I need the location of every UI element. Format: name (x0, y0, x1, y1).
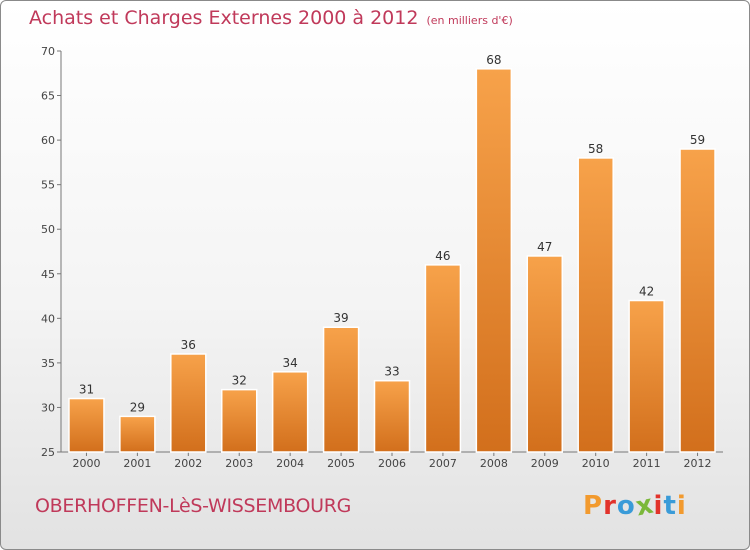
chart-unit: (en milliers d'€) (426, 14, 513, 27)
x-tick-label: 2008 (480, 457, 508, 470)
y-tick-label: 60 (41, 134, 55, 147)
x-tick-label: 2000 (72, 457, 100, 470)
data-label-2003: 32 (232, 374, 247, 388)
logo-letter: P (583, 491, 604, 521)
y-tick-label: 55 (41, 179, 55, 192)
y-tick-label: 30 (41, 401, 55, 414)
data-label-2009: 47 (537, 240, 552, 254)
y-tick-label: 25 (41, 446, 55, 459)
bar-2008 (475, 68, 513, 453)
logo-letter: t (663, 491, 677, 521)
data-label-2008: 68 (486, 53, 501, 67)
proxiti-logo: Proxiti (583, 489, 687, 522)
chart-title-text: Achats et Charges Externes 2000 à 2012 (29, 7, 419, 29)
data-label-2002: 36 (181, 338, 196, 352)
logo-letter: o (616, 491, 636, 521)
bar-2005 (322, 326, 360, 453)
city-name: OBERHOFFEN-LèS-WISSEMBOURG (35, 495, 352, 517)
bar-2003 (220, 388, 258, 453)
data-label-2006: 33 (384, 365, 399, 379)
data-label-2005: 39 (333, 311, 348, 325)
logo-letter: i (653, 491, 664, 521)
x-tick-label: 2001 (123, 457, 151, 470)
chart-title: Achats et Charges Externes 2000 à 2012 (e… (29, 7, 513, 29)
x-tick-label: 2005 (327, 457, 355, 470)
bar-2012 (679, 148, 716, 453)
bar-2011 (628, 299, 665, 453)
x-tick-label: 2012 (684, 457, 712, 470)
data-label-2004: 34 (283, 356, 298, 370)
data-label-2001: 29 (130, 400, 145, 414)
data-labels: 31 29 36 32 34 39 33 46 68 47 58 42 59 (79, 53, 705, 415)
data-label-2000: 31 (79, 383, 94, 397)
x-tick-label: 2006 (378, 457, 406, 470)
y-tick-label: 45 (41, 268, 55, 281)
bar-2007 (424, 264, 462, 453)
x-tick-label: 2010 (582, 457, 610, 470)
bar-2006 (373, 379, 411, 453)
x-tick-label: 2009 (531, 457, 559, 470)
bar-2000 (68, 397, 105, 453)
data-label-2010: 58 (588, 142, 603, 156)
x-tick-label: 2002 (174, 457, 202, 470)
y-tick-label: 70 (41, 45, 55, 58)
x-tick-label: 2003 (225, 457, 253, 470)
bar-2010 (577, 157, 614, 453)
data-label-2012: 59 (690, 133, 705, 147)
y-tick-label: 65 (41, 90, 55, 103)
bar-2002 (170, 353, 207, 453)
y-tick-label: 50 (41, 223, 55, 236)
x-tick-label: 2007 (429, 457, 457, 470)
data-label-2007: 46 (435, 249, 450, 263)
x-tick-label: 2004 (276, 457, 304, 470)
bars (68, 68, 716, 453)
logo-letter: r (603, 491, 617, 521)
bar-2009 (526, 255, 564, 453)
y-tick-label: 35 (41, 357, 55, 370)
data-label-2011: 42 (639, 285, 654, 299)
bar-2001 (119, 415, 156, 453)
logo-letter: i (676, 491, 687, 521)
bar-2004 (271, 371, 309, 453)
x-tick-label: 2011 (633, 457, 661, 470)
y-tick-label: 40 (41, 312, 55, 325)
